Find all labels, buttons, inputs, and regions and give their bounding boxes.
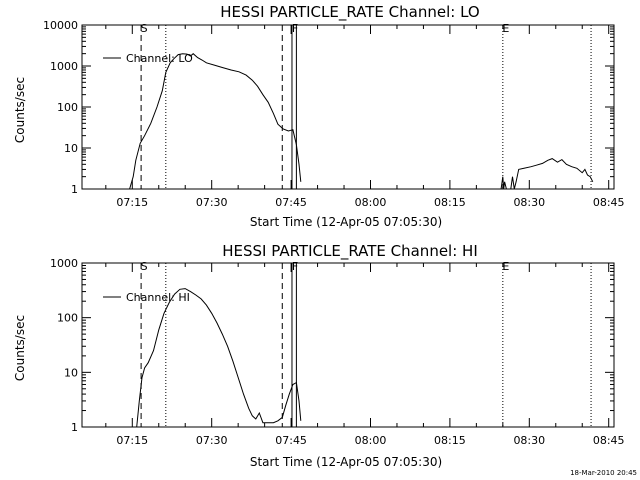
axis-ticks: 07:15 07:30 07:45 08:00 08:15 08:30 08:45 1 10 10…	[43, 19, 625, 209]
panel-title: HESSI PARTICLE_RATE Channel: HI	[222, 242, 478, 261]
event-marker-label: S	[141, 22, 148, 35]
event-marker-label: E	[502, 260, 509, 273]
y-tick-label: 100	[57, 312, 78, 325]
y-tick-label: 10	[64, 366, 78, 379]
x-tick-label: 08:45	[593, 196, 625, 209]
series-lines	[136, 288, 302, 428]
y-tick-label: 1	[71, 183, 78, 196]
x-axis-label: Start Time (12-Apr-05 07:05:30)	[250, 215, 442, 229]
event-marker-label: S	[141, 260, 148, 273]
legend: Channel: HI	[103, 291, 190, 304]
event-marker-label: F	[292, 260, 298, 273]
x-tick-label: 08:30	[513, 434, 545, 447]
panel-title: HESSI PARTICLE_RATE Channel: LO	[220, 3, 479, 22]
y-tick-label: 1000	[50, 257, 78, 270]
axis-ticks: 07:15 07:30 07:45 08:00 08:15 08:30 08:45 1 10 10…	[50, 257, 625, 447]
y-tick-label: 1	[71, 421, 78, 434]
y-axis-label: Counts/sec	[13, 315, 27, 381]
plot-frame	[81, 262, 615, 428]
x-tick-label: 07:45	[275, 434, 307, 447]
panel-hi: HESSI PARTICLE_RATE Channel: HI Counts/s…	[13, 242, 625, 469]
x-tick-label: 08:15	[434, 196, 466, 209]
x-axis-label: Start Time (12-Apr-05 07:05:30)	[250, 455, 442, 469]
legend: Channel: LO	[103, 52, 193, 65]
x-tick-label: 07:30	[196, 196, 228, 209]
panel-lo: HESSI PARTICLE_RATE Channel: LO Counts/s…	[13, 3, 625, 229]
legend-entry: Channel: HI	[126, 291, 190, 304]
y-axis-label: Counts/sec	[13, 77, 27, 143]
series-line	[136, 288, 302, 428]
x-tick-label: 08:15	[434, 434, 466, 447]
event-marker-label: F	[292, 22, 298, 35]
generation-timestamp: 18-Mar-2010 20:45	[570, 469, 637, 477]
series-line	[500, 158, 594, 190]
x-tick-label: 07:15	[116, 434, 148, 447]
y-tick-label: 10000	[43, 19, 78, 32]
series-lines	[129, 53, 594, 190]
x-tick-label: 07:30	[196, 434, 228, 447]
x-tick-label: 08:45	[593, 434, 625, 447]
legend-entry: Channel: LO	[126, 52, 193, 65]
x-tick-label: 07:15	[116, 196, 148, 209]
y-tick-label: 100	[57, 101, 78, 114]
y-tick-label: 1000	[50, 60, 78, 73]
y-tick-label: 10	[64, 142, 78, 155]
x-tick-label: 08:00	[355, 434, 387, 447]
x-tick-label: 08:00	[355, 196, 387, 209]
x-tick-label: 08:30	[513, 196, 545, 209]
event-marker-label: E	[502, 22, 509, 35]
x-tick-label: 07:45	[275, 196, 307, 209]
series-line	[129, 53, 302, 190]
